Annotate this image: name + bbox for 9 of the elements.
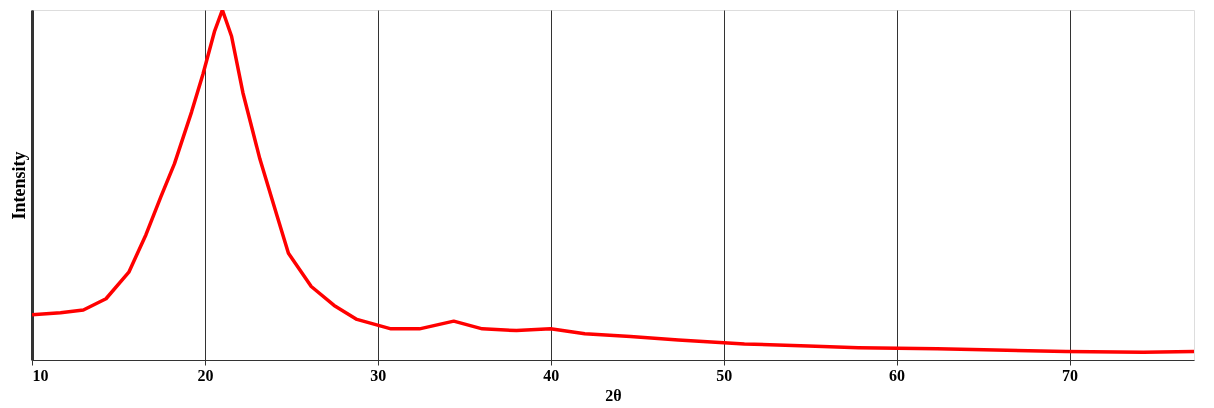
x-tick-label: 40: [543, 366, 560, 384]
x-axis-title: 2θ: [605, 386, 622, 404]
x-tick-label: 30: [370, 366, 387, 384]
y-axis-title: Intensity: [8, 151, 29, 220]
x-tick-label: 50: [716, 366, 733, 384]
x-tick-label: 70: [1062, 366, 1078, 384]
x-tick-label: 60: [889, 366, 906, 384]
x-tick-label: 10: [32, 366, 49, 384]
x-tick-label: 20: [197, 366, 214, 384]
